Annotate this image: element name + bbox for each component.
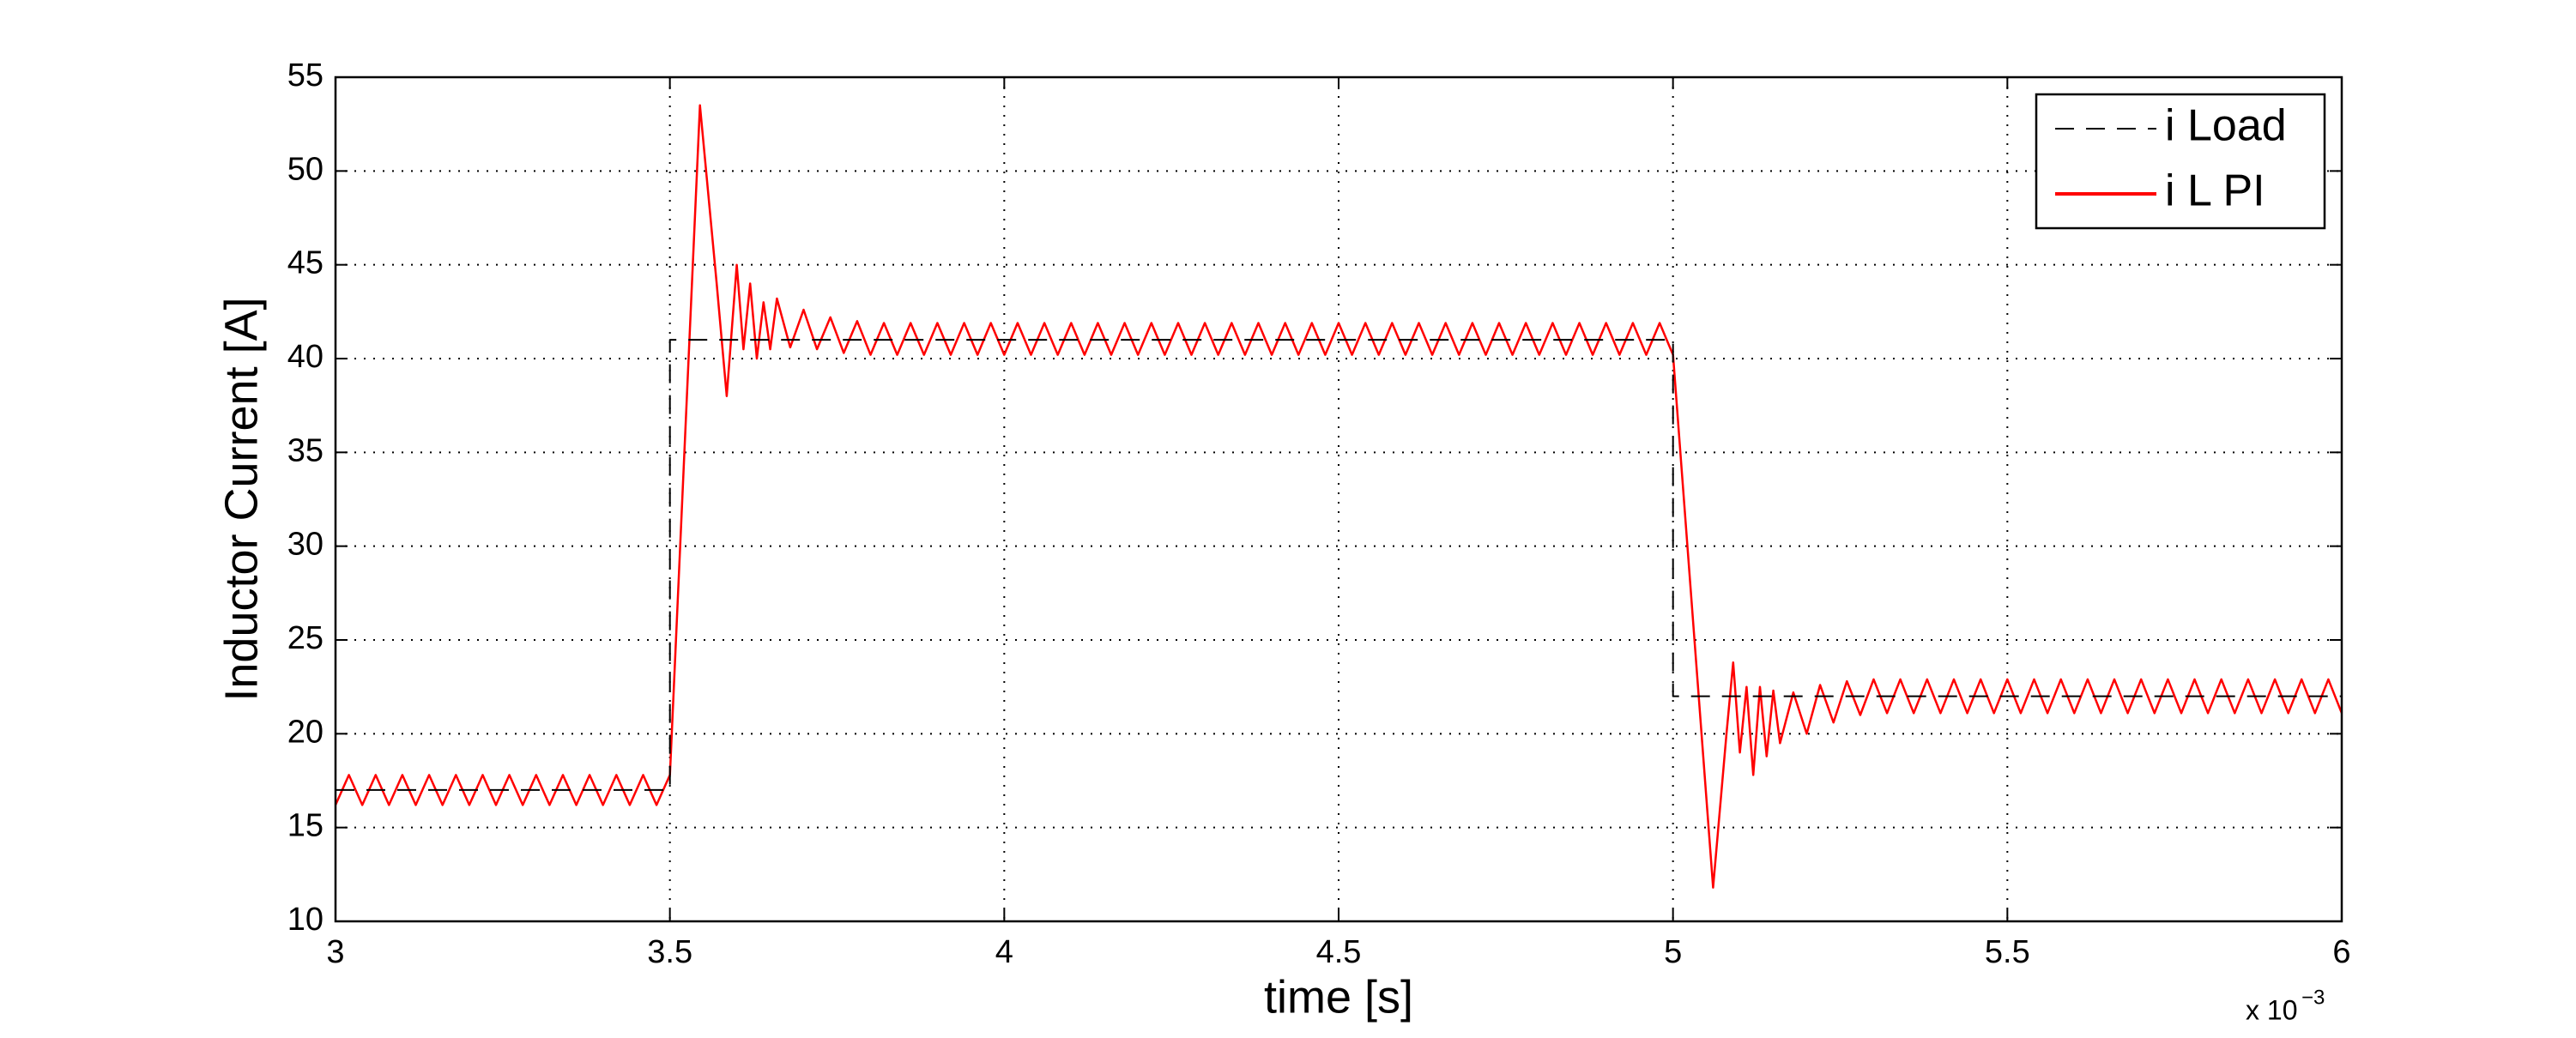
plot-frame <box>334 75 2343 923</box>
series-line <box>336 339 2342 791</box>
y-tick-label: 15 <box>287 808 324 844</box>
x-multiplier-exponent: −3 <box>2301 986 2325 1009</box>
y-tick-label: 40 <box>287 339 324 375</box>
x-axis-label: time [s] <box>1264 971 1413 1023</box>
series-line <box>334 104 2343 889</box>
x-tick-label: 3 <box>326 934 344 970</box>
legend-box <box>2035 93 2326 230</box>
legend-label: i L PI <box>2165 166 2265 216</box>
y-tick-label: 45 <box>287 245 324 281</box>
y-tick-label: 55 <box>287 57 324 94</box>
legend-label: i Load <box>2165 101 2287 151</box>
y-tick-label: 20 <box>287 714 324 750</box>
x-tick-label: 3.5 <box>647 934 692 970</box>
y-tick-label: 35 <box>287 432 324 468</box>
x-tick-label: 5.5 <box>1985 934 2030 970</box>
y-tick-label: 30 <box>287 527 324 563</box>
x-tick-label: 5 <box>1664 934 1682 970</box>
y-axis-label: Inductor Current [A] <box>215 297 267 701</box>
x-tick-label: 6 <box>2332 934 2350 970</box>
y-tick-label: 10 <box>287 902 324 938</box>
y-tick-label: 50 <box>287 151 324 187</box>
y-tick-label: 25 <box>287 620 324 656</box>
x-multiplier: x 10 <box>2246 994 2297 1025</box>
x-tick-label: 4 <box>995 934 1013 970</box>
x-tick-label: 4.5 <box>1316 934 1362 970</box>
